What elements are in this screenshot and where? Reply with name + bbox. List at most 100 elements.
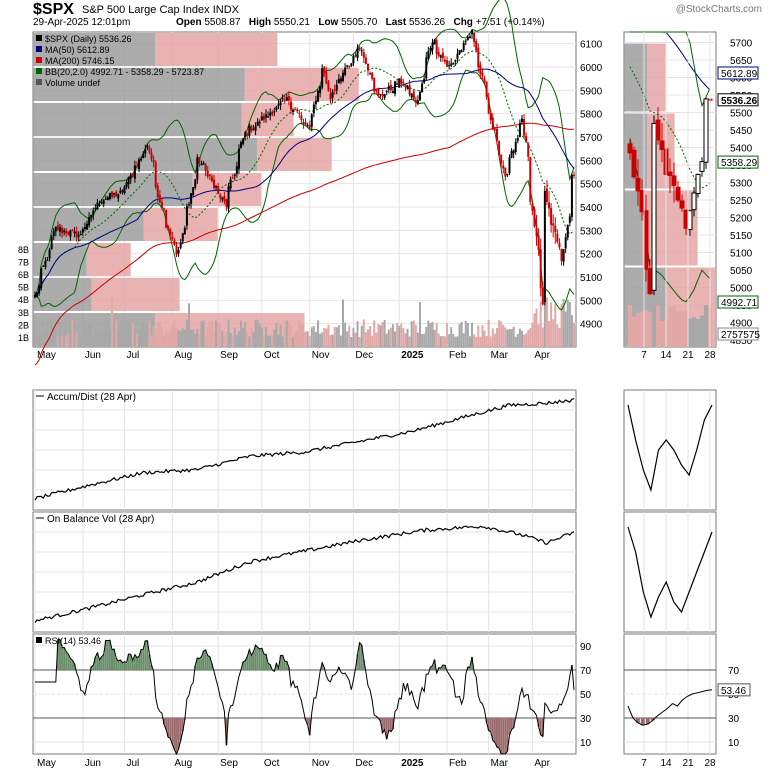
candle-body [387, 86, 390, 90]
candle-body [506, 174, 509, 176]
candle-body [250, 126, 253, 132]
volume-bar [493, 333, 496, 347]
open-value: 5508.87 [204, 17, 241, 28]
volume-bar [331, 334, 334, 347]
volume-bar [329, 335, 332, 347]
candle-body [514, 141, 517, 153]
detail-volume-bar [684, 310, 688, 347]
candle-body [192, 186, 195, 195]
candle-body [489, 113, 492, 121]
candle-body [339, 78, 342, 82]
legend-swatch [36, 35, 42, 41]
volume-bar [246, 330, 249, 347]
candle-body [354, 54, 357, 57]
candle-body [312, 104, 315, 114]
x-axis-label-month-bottom: Apr [534, 758, 550, 769]
candle-body [352, 55, 355, 64]
detail-x-label-bottom: 14 [660, 758, 672, 769]
volume-bar [131, 322, 134, 347]
volume-bar [242, 327, 245, 347]
volume-bar [94, 328, 97, 347]
volume-bar [119, 331, 122, 347]
volume-bar [61, 335, 64, 347]
candle-body [400, 78, 403, 84]
detail-candle-body [671, 175, 677, 186]
volume-bar [481, 325, 484, 347]
volume-bar [206, 326, 209, 347]
volume-bar [177, 330, 180, 347]
candle-body [448, 65, 451, 67]
volume-bar [73, 323, 76, 347]
detail-ma50-label-box [717, 66, 759, 80]
candle-body [63, 230, 66, 233]
volume-bar [240, 320, 243, 347]
legend-swatch [36, 57, 42, 63]
volume-bar [196, 329, 199, 347]
volume-bar [323, 328, 326, 347]
volume-by-price-down [143, 208, 218, 241]
candle-body [237, 149, 240, 169]
candle-body [362, 52, 365, 58]
volume-bar [464, 320, 467, 347]
candle-body [487, 97, 490, 114]
volume-bar [54, 329, 57, 347]
candle-body [394, 81, 397, 94]
x-axis-label-month-bottom: Jun [85, 758, 101, 769]
volume-bar [358, 336, 361, 347]
candle-body [396, 83, 399, 85]
candle-body [498, 141, 501, 156]
volume-bar [381, 322, 384, 347]
candle-body [356, 47, 359, 58]
volume-bar [208, 320, 211, 347]
detail-y-label: 5700 [730, 39, 753, 50]
volume-bar [558, 327, 561, 347]
volume-bar [327, 324, 330, 347]
volume-bar [446, 322, 449, 347]
volume-bar [502, 324, 505, 347]
volume-bar [225, 332, 228, 347]
volume-bar [88, 322, 91, 347]
candle-body [529, 157, 532, 203]
candle-body [437, 52, 440, 56]
volume-bar [146, 323, 149, 347]
detail-y-label: 5150 [730, 231, 753, 242]
x-axis-label-month-bottom: Jul [126, 758, 139, 769]
candle-body [96, 202, 99, 210]
detail-vol-label: 2757575 [721, 330, 760, 341]
candle-body [335, 84, 338, 91]
volume-bar [250, 327, 253, 347]
candle-body [481, 72, 484, 77]
volume-bar [477, 325, 480, 347]
accum-dist-label: Accum/Dist (28 Apr) [47, 392, 136, 403]
volume-bar [333, 326, 336, 347]
volume-bar [150, 336, 153, 347]
volume-bar [106, 320, 109, 347]
candle-body [83, 227, 86, 230]
candle-body [102, 199, 105, 205]
volume-bar [81, 327, 84, 347]
candle-body [86, 223, 89, 230]
volume-bar [475, 336, 478, 347]
x-axis-label-month: Mar [491, 350, 509, 361]
candle-body [500, 154, 503, 164]
volume-bar [554, 303, 557, 347]
y-axis-label-price: 6000 [580, 63, 603, 74]
candle-body [52, 230, 55, 237]
detail-y-label: 5650 [730, 56, 753, 67]
rsi-axis-label: 10 [580, 738, 592, 749]
candle-body [61, 227, 64, 234]
volume-bar [350, 336, 353, 347]
volume-bar [537, 324, 540, 347]
candle-body [163, 208, 166, 210]
candle-body [314, 100, 317, 105]
detail-vbp-down [647, 43, 666, 112]
candle-body [179, 242, 182, 248]
volume-bar [573, 322, 575, 347]
detail-volume-bar [672, 305, 676, 347]
candle-body [294, 109, 297, 111]
detail-rsi-label-box [717, 683, 751, 697]
volume-bar [452, 333, 455, 347]
volume-bar [79, 335, 82, 347]
candle-body [221, 197, 224, 200]
candle-body [125, 181, 128, 188]
